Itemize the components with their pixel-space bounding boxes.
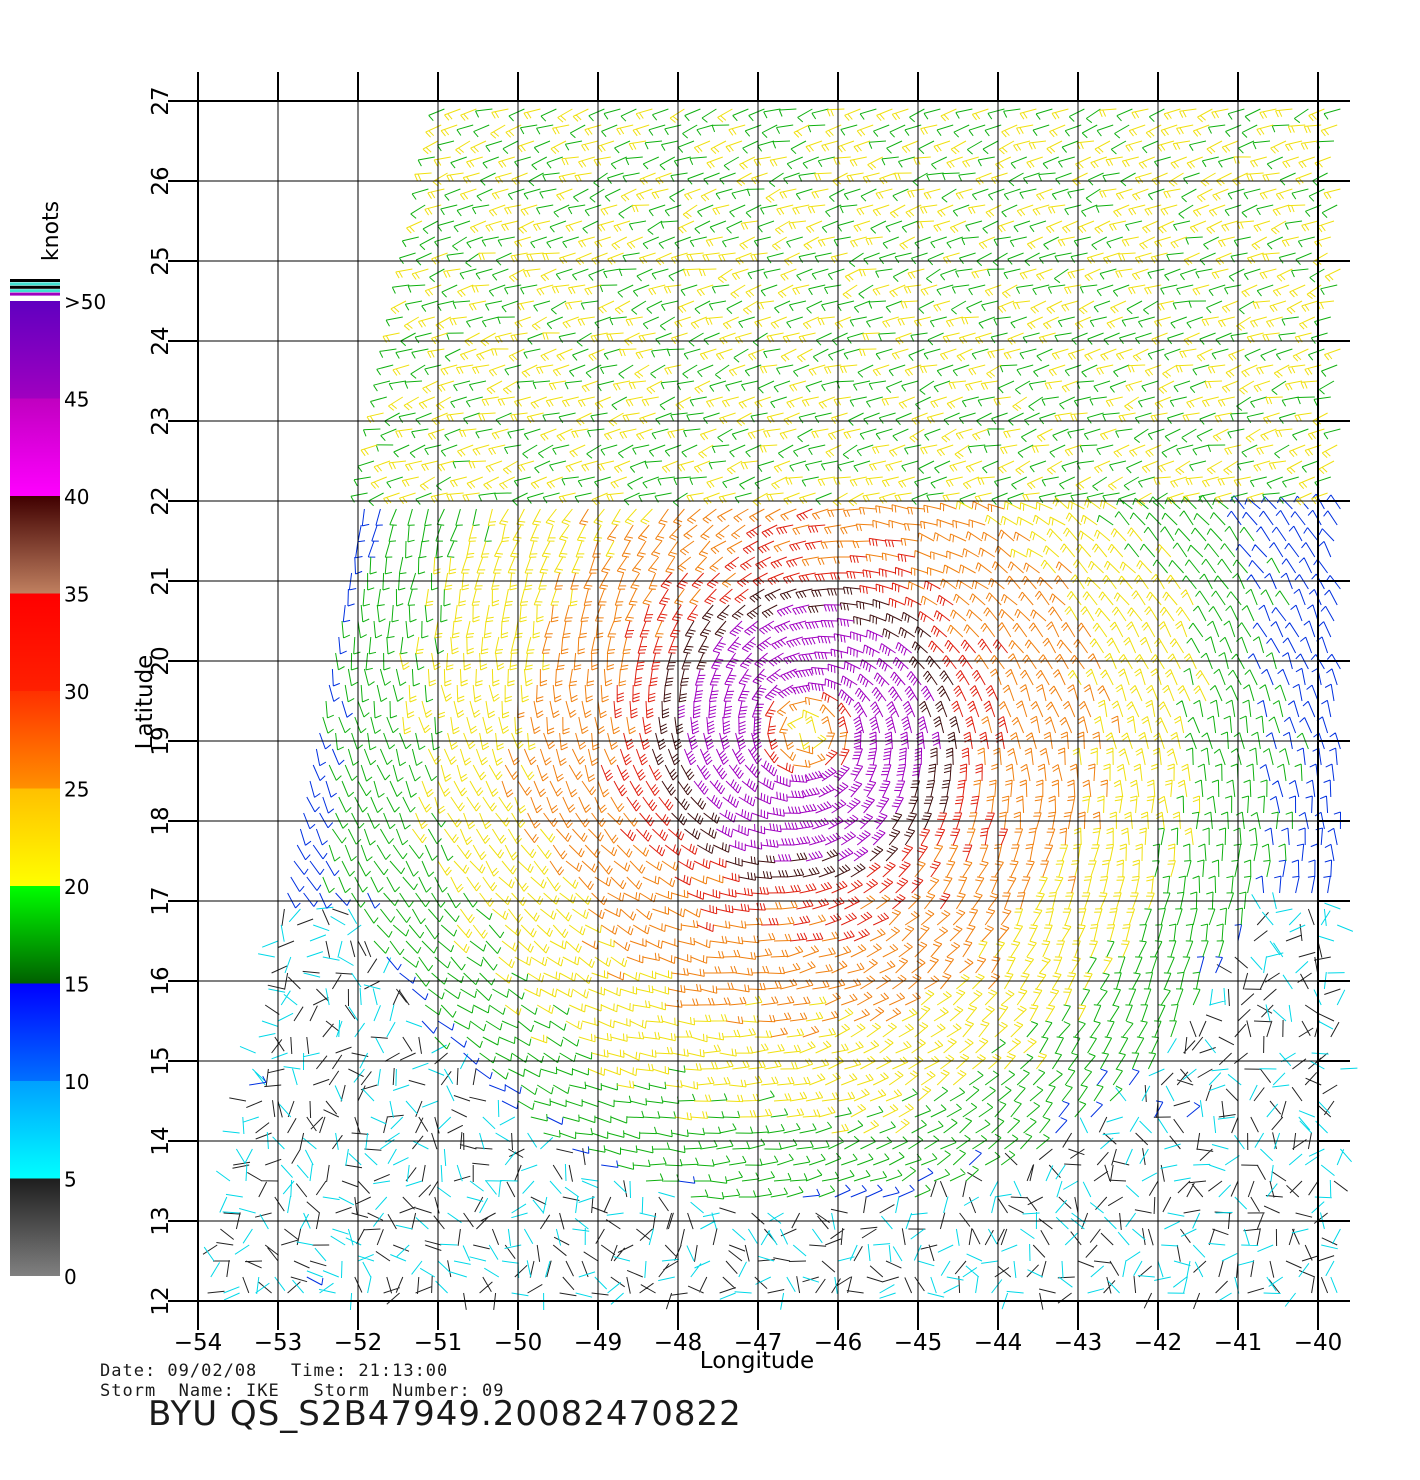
barb-group bbox=[651, 586, 961, 881]
x-tick-label: −54 bbox=[174, 1330, 223, 1356]
colorbar-band bbox=[10, 983, 60, 1081]
x-tick-label: −40 bbox=[1294, 1330, 1343, 1356]
plot-border bbox=[197, 100, 1319, 1302]
y-tick-labels: 12 13 14 15 16 17 18 19 20 21 22 23 24 25 26 27 bbox=[148, 86, 174, 1315]
colorbar-stripe bbox=[10, 292, 60, 296]
y-axis-label: Latitude bbox=[132, 655, 158, 750]
grid-lines bbox=[168, 72, 1350, 1330]
x-tick-label: −52 bbox=[334, 1330, 383, 1356]
x-tick-labels: −54 −53 −52 −51 −50 −49 −48 −47 −46 −45 −44 −43 −42 −… bbox=[174, 1330, 1343, 1356]
x-axis-label: Longitude bbox=[700, 1348, 814, 1374]
storm-name-line: Storm Name: IKE Storm Number: 09 bbox=[100, 1381, 505, 1401]
colorbar-band bbox=[10, 398, 60, 496]
y-tick-label: 23 bbox=[148, 406, 174, 435]
colorbar-band bbox=[10, 593, 60, 691]
pass-identifier: BYU QS_S2B47949.20082470822 bbox=[148, 1394, 742, 1434]
y-tick-label: 27 bbox=[148, 86, 174, 115]
colorbar-tick-label: 5 bbox=[64, 1168, 77, 1192]
y-tick-label: 16 bbox=[148, 966, 174, 995]
x-tick-label: −41 bbox=[1214, 1330, 1263, 1356]
colorbar-band bbox=[10, 496, 60, 594]
colorbar-tick-labels: 0 5 10 15 20 25 30 35 40 45 >50 bbox=[64, 290, 106, 1289]
colorbar-tick-label: 45 bbox=[64, 388, 89, 412]
x-tick-label: −43 bbox=[1054, 1330, 1103, 1356]
date-time-line: Date: 09/02/08 Time: 21:13:00 bbox=[100, 1361, 449, 1381]
plot-frame bbox=[197, 100, 1319, 1302]
colorbar-stripe bbox=[10, 282, 60, 286]
y-tick-label: 19 bbox=[148, 726, 174, 755]
y-tick-label: 21 bbox=[148, 566, 174, 595]
colorbar-stripe bbox=[10, 285, 60, 289]
y-tick-label: 18 bbox=[148, 806, 174, 835]
y-tick-label: 20 bbox=[148, 646, 174, 675]
colorbar-band bbox=[10, 301, 60, 399]
colorbar-tick-label: 20 bbox=[64, 875, 89, 899]
barb-group bbox=[203, 892, 1358, 1311]
colorbar-gradient bbox=[10, 301, 60, 1276]
y-tick-label: 13 bbox=[148, 1206, 174, 1235]
colorbar-tick-label: 40 bbox=[64, 485, 89, 509]
x-tick-label: −46 bbox=[814, 1330, 863, 1356]
y-tick-label: 12 bbox=[148, 1286, 174, 1315]
colorbar-tick-label: 0 bbox=[64, 1265, 77, 1289]
x-tick-label: −48 bbox=[654, 1330, 703, 1356]
colorbar-band bbox=[10, 886, 60, 984]
colorbar-tick-label: 30 bbox=[64, 680, 89, 704]
x-tick-label: −50 bbox=[494, 1330, 543, 1356]
x-tick-label: −51 bbox=[414, 1330, 463, 1356]
colorbar-stripe bbox=[10, 289, 60, 293]
colorbar-stripe bbox=[10, 279, 60, 282]
colorbar-tick-label: 15 bbox=[64, 973, 89, 997]
colorbar-top-stripes bbox=[10, 279, 60, 296]
y-tick-label: 26 bbox=[148, 166, 174, 195]
x-tick-label: −42 bbox=[1134, 1330, 1183, 1356]
colorbar-band bbox=[10, 1081, 60, 1179]
colorbar-tick-label: 10 bbox=[64, 1070, 89, 1094]
colorbar-band bbox=[10, 691, 60, 789]
x-tick-label: −44 bbox=[974, 1330, 1023, 1356]
y-tick-label: 14 bbox=[148, 1126, 174, 1155]
y-tick-label: 15 bbox=[148, 1046, 174, 1075]
y-tick-label: 22 bbox=[148, 486, 174, 515]
barb-group bbox=[202, 908, 1348, 1310]
colorbar-unit-label: knots bbox=[39, 201, 64, 261]
x-tick-label: −53 bbox=[254, 1330, 303, 1356]
y-tick-label: 24 bbox=[148, 326, 174, 355]
colorbar-tick-label: 35 bbox=[64, 583, 89, 607]
y-tick-label: 17 bbox=[148, 886, 174, 915]
colorbar-band bbox=[10, 788, 60, 886]
wind-barbs bbox=[202, 108, 1358, 1311]
colorbar-tick-label: 25 bbox=[64, 778, 89, 802]
barb-group bbox=[501, 500, 1121, 1038]
x-tick-label: −49 bbox=[574, 1330, 623, 1356]
colorbar: 0 5 10 15 20 25 30 35 40 45 >50 knots bbox=[10, 201, 106, 1289]
x-tick-label: −45 bbox=[894, 1330, 943, 1356]
colorbar-band bbox=[10, 1178, 60, 1276]
colorbar-tick-label: >50 bbox=[64, 290, 106, 314]
x-tick-label: −47 bbox=[734, 1330, 783, 1356]
y-tick-label: 25 bbox=[148, 246, 174, 275]
barb-group bbox=[360, 108, 1341, 1134]
